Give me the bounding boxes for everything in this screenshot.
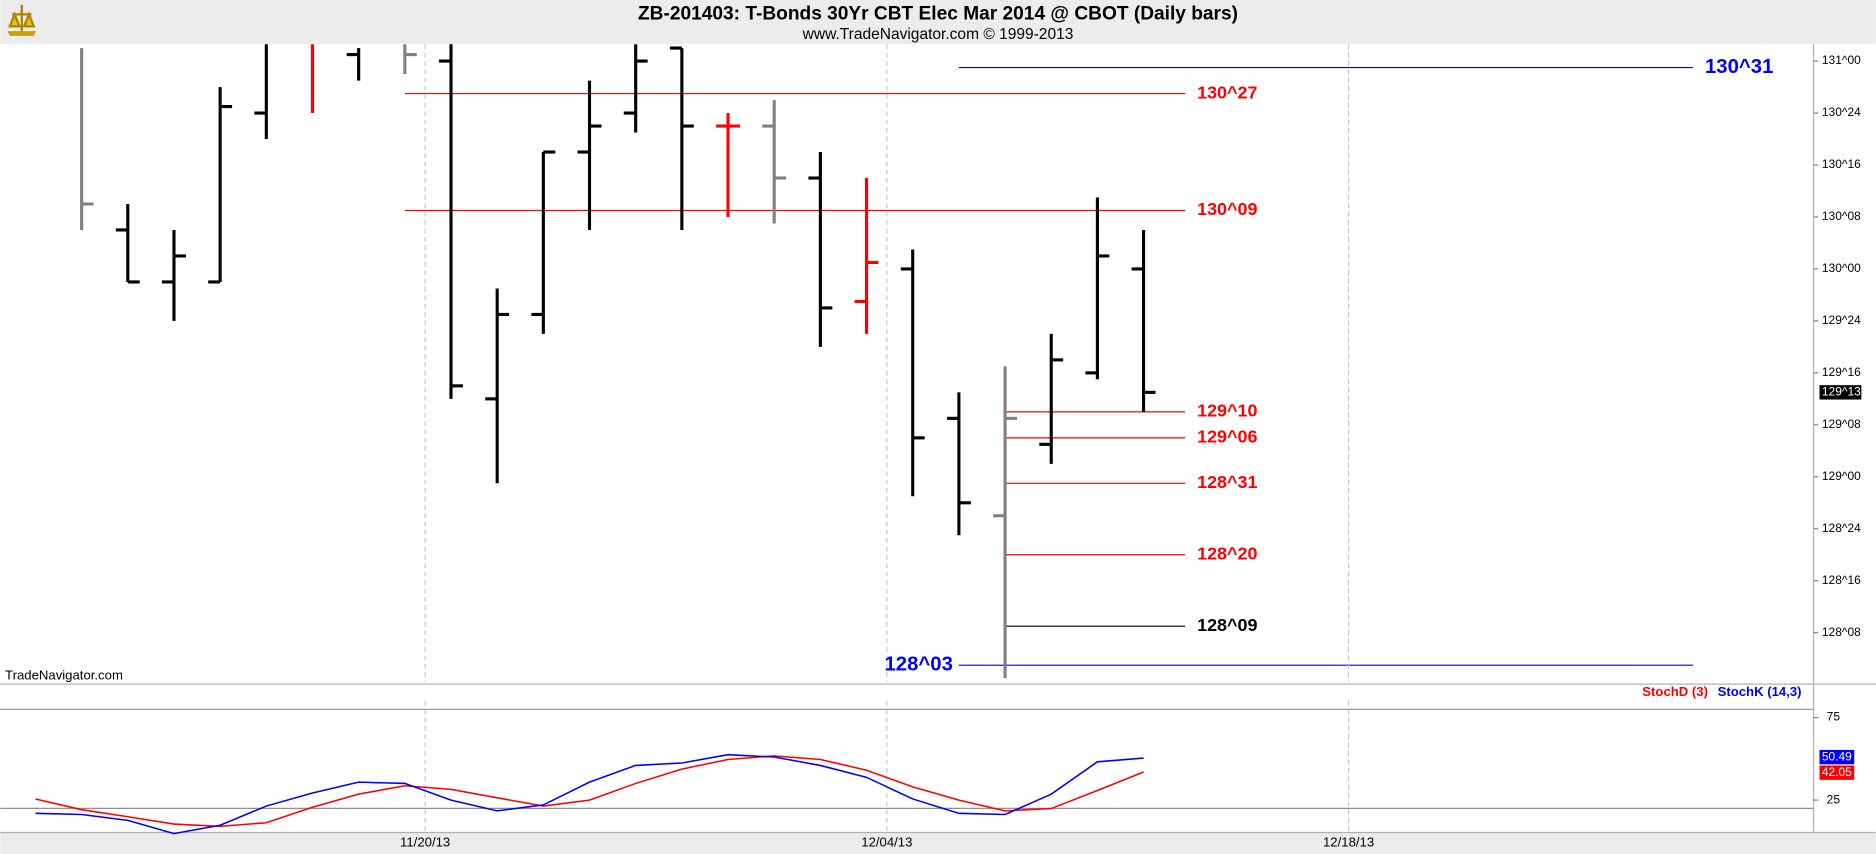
legend-label: StochD (3) <box>1642 684 1708 699</box>
value-box <box>1819 765 1855 780</box>
x-tick-label: 11/20/13 <box>400 835 450 850</box>
y-tick-label: 128^24 <box>1822 521 1861 535</box>
axis-background <box>1813 44 1876 833</box>
level-label: 128^09 <box>1197 615 1257 635</box>
plot-background <box>0 44 1814 833</box>
last-price-label: 129^13 <box>1822 385 1861 399</box>
y-tick-label: 130^00 <box>1822 261 1861 275</box>
y-tick-label: 75 <box>1827 710 1841 724</box>
y-tick-label: 131^00 <box>1822 53 1861 67</box>
level-label: 128^20 <box>1197 543 1257 563</box>
x-tick-label: 12/04/13 <box>861 835 912 850</box>
level-label: 130^27 <box>1197 82 1257 102</box>
legend-label: StochK (14,3) <box>1718 684 1802 699</box>
stoch-line <box>35 755 1144 828</box>
watermark: TradeNavigator.com <box>5 667 123 682</box>
y-tick-label: 128^08 <box>1822 625 1861 639</box>
level-label: 128^03 <box>885 654 953 676</box>
value-label: 42.05 <box>1822 765 1852 779</box>
value-box <box>1819 749 1855 765</box>
overlay: 11/20/13 12/04/13 12/18/13 128^08 128^16 128^… <box>0 44 1862 850</box>
value-label: 50.49 <box>1822 749 1852 763</box>
header-background <box>0 0 1876 45</box>
y-tick-label: 129^24 <box>1822 313 1861 327</box>
chart-title: ZB-201403: T-Bonds 30Yr CBT Elec Mar 201… <box>638 3 1238 24</box>
y-tick-label: 130^16 <box>1822 157 1861 171</box>
y-tick-label: 130^24 <box>1822 105 1861 119</box>
stoch-line <box>35 753 1144 835</box>
level-label: 129^10 <box>1197 401 1257 421</box>
chart-subtitle: www.TradeNavigator.com © 1999-2013 <box>802 26 1074 43</box>
level-label: 130^31 <box>1705 56 1773 78</box>
level-label: 128^31 <box>1197 472 1257 492</box>
level-label: 129^06 <box>1197 427 1257 447</box>
y-tick-label: 25 <box>1827 792 1841 806</box>
price-panel <box>80 44 1694 679</box>
x-tick-label: 12/18/13 <box>1323 835 1374 850</box>
y-tick-label: 129^00 <box>1822 469 1861 483</box>
last-price-box <box>1819 385 1862 400</box>
logo <box>7 4 37 36</box>
level-label: 130^09 <box>1197 199 1257 219</box>
y-tick-label: 128^16 <box>1822 573 1861 587</box>
date-strip <box>0 832 1876 854</box>
y-tick-label: 129^16 <box>1822 365 1861 379</box>
y-tick-label: 129^08 <box>1822 417 1861 431</box>
y-tick-label: 130^08 <box>1822 209 1861 223</box>
